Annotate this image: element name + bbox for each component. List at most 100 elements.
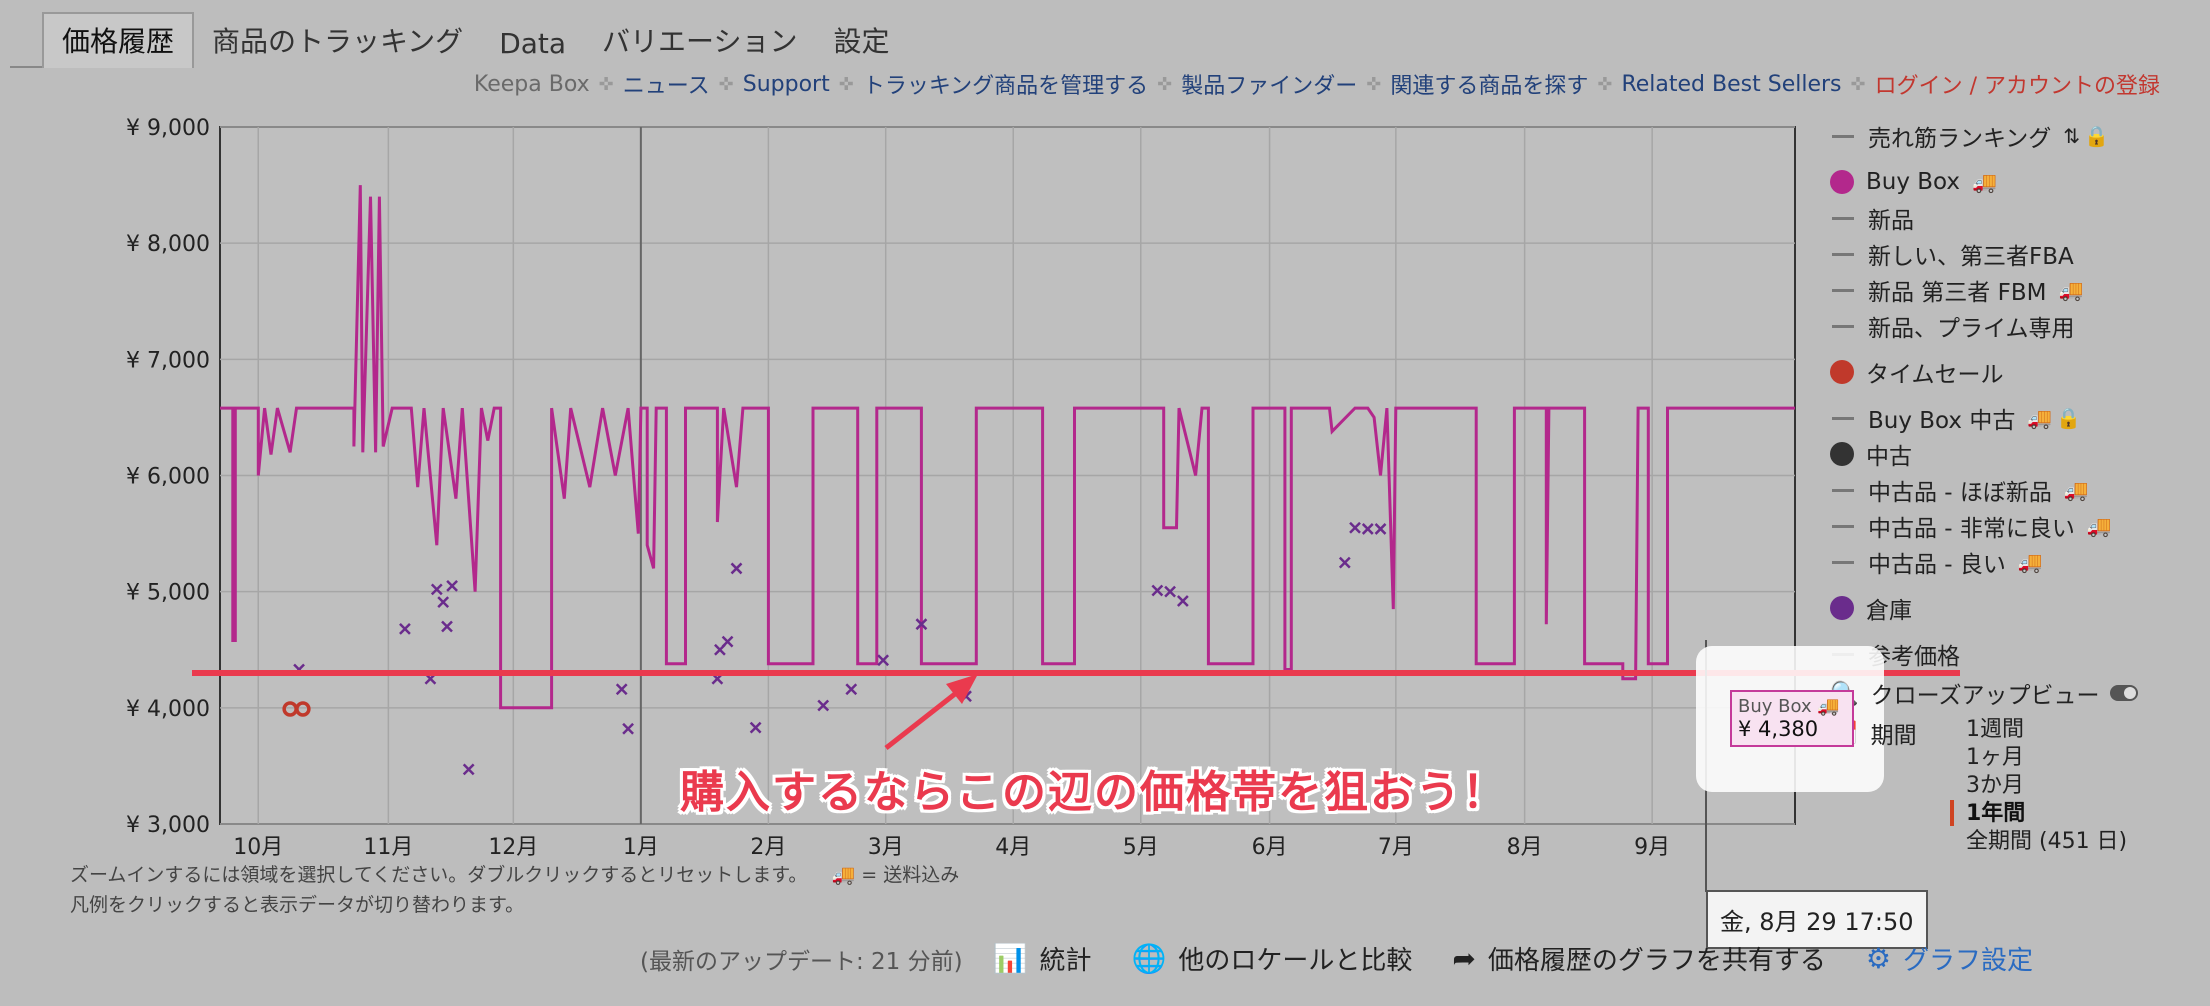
warehouse-point [1151, 584, 1164, 597]
y-tick-label: ¥ 6,000 [126, 465, 210, 490]
graph-settings-button[interactable]: ⚙ グラフ設定 [1866, 940, 2033, 977]
tab-price-history[interactable]: 価格履歴 [42, 12, 195, 68]
legend-line [1832, 252, 1854, 256]
hint-legend: 凡例をクリックすると表示データが切り替わります。 [70, 894, 525, 916]
warehouse-point [817, 699, 830, 712]
legend-label: 売れ筋ランキング [1868, 126, 2052, 152]
period-options: 1週間 1ヶ月 3か月 1年間 全期間 (451 日) [1950, 716, 2128, 856]
y-tick-label: ¥ 3,000 [126, 813, 210, 838]
lock-icon: 🔒 [2056, 406, 2082, 430]
legend-dot [1830, 360, 1854, 384]
legend-label: 中古品 - 良い [1868, 552, 2006, 578]
warehouse-point [1349, 521, 1361, 534]
period-1-month[interactable]: 1ヶ月 [1966, 745, 2024, 770]
share-label: 価格履歴のグラフを共有する [1487, 946, 1826, 976]
warehouse-point [1164, 585, 1176, 598]
bar-chart-icon: 📊 [992, 942, 1028, 975]
tooltip-series: Buy Box [1738, 696, 1812, 717]
legend-line [1832, 524, 1854, 528]
warehouse-point [721, 635, 734, 648]
legend-label: 中古 [1866, 444, 1912, 470]
period-1-week[interactable]: 1週間 [1966, 717, 2024, 742]
share-arrow-icon: ➦ [1452, 942, 1476, 975]
deal-point [295, 701, 311, 717]
tab-variations[interactable]: バリエーション [602, 25, 798, 58]
x-tick-label: 6月 [1252, 835, 1288, 860]
separator-icon: ✜ [1366, 73, 1382, 95]
tab-data[interactable]: Data [499, 27, 567, 60]
legend-item[interactable]: 中古 [1830, 436, 2200, 472]
closeup-toggle[interactable] [2109, 685, 2138, 701]
legend-label: 新品 [1868, 208, 1914, 234]
period-1-year[interactable]: 1年間 [1966, 801, 2026, 826]
tab-bar-edge [10, 22, 42, 68]
legend-item[interactable]: 参考価格 [1830, 636, 2200, 672]
x-tick-label: 1月 [623, 835, 659, 860]
compare-label: 他のロケールと比較 [1178, 946, 1413, 976]
legend-dot [1830, 170, 1854, 194]
y-tick-label: ¥ 7,000 [126, 348, 210, 373]
truck-icon: 🚚 [2063, 478, 2089, 502]
share-graph-button[interactable]: ➦ 価格履歴のグラフを共有する [1452, 940, 1825, 977]
x-tick-label: 5月 [1123, 835, 1159, 860]
tab-product-tracking[interactable]: 商品のトラッキング [212, 25, 464, 58]
x-tick-label: 10月 [233, 835, 283, 860]
warehouse-point [1374, 523, 1387, 535]
x-tick-label: 3月 [868, 835, 904, 860]
lock-icon: 🔒 [2084, 124, 2109, 148]
separator-icon: ✜ [1597, 73, 1613, 95]
link-manage-tracking[interactable]: トラッキング商品を管理する [862, 74, 1149, 99]
link-related-products[interactable]: 関連する商品を探す [1390, 74, 1589, 99]
link-product-finder[interactable]: 製品ファインダー [1181, 74, 1358, 99]
stats-button[interactable]: 📊 統計 [993, 940, 1092, 977]
legend: 売れ筋ランキング ⇅ 🔒 Buy Box 🚚 新品新しい、第三者FBA 新品 第三者 FBM… [1830, 118, 2200, 672]
annotation-arrowhead [946, 674, 978, 704]
hint-zoom: ズームインするには領域を選択してください。ダブルクリックするとリセットします。 [70, 864, 808, 886]
legend-line [1832, 134, 1854, 138]
y-tick-label: ¥ 8,000 [126, 232, 210, 257]
last-update: (最新のアップデート: 21 分前) [640, 948, 963, 975]
truck-icon: 🚚 [1817, 696, 1840, 717]
tab-bar: 価格履歴 商品のトラッキング Data バリエーション 設定 [10, 12, 908, 68]
truck-icon: 🚚 [831, 864, 856, 886]
tab-settings[interactable]: 設定 [833, 25, 890, 58]
compare-locales-button[interactable]: 🌐 他のロケールと比較 [1131, 940, 1412, 977]
legend-item[interactable]: 中古品 - 良い 🚚 [1830, 544, 2200, 580]
legend-line [1832, 488, 1854, 492]
legend-line [1832, 216, 1854, 220]
link-related-best-sellers[interactable]: Related Best Sellers [1621, 71, 1842, 97]
warehouse-point [446, 579, 458, 592]
legend-item[interactable]: 売れ筋ランキング ⇅ 🔒 [1830, 118, 2200, 154]
legend-item[interactable]: 中古品 - ほぼ新品 🚚 [1830, 472, 2200, 508]
closeup-toggle-row[interactable]: 🔍 クローズアップビュー [1830, 676, 2138, 710]
legend-line [1832, 416, 1854, 420]
period-3-months[interactable]: 3か月 [1966, 773, 2024, 798]
y-tick-label: ¥ 5,000 [126, 581, 210, 606]
legend-item[interactable]: タイムセール [1830, 354, 2200, 390]
legend-label: 新しい、第三者FBA [1868, 244, 2074, 270]
legend-item[interactable]: 新しい、第三者FBA [1830, 236, 2200, 272]
period-all[interactable]: 全期間 (451 日) [1966, 829, 2128, 854]
separator-icon: ✜ [1157, 73, 1173, 95]
x-tick-label: 9月 [1634, 835, 1670, 860]
link-login[interactable]: ログイン / アカウントの登録 [1874, 74, 2160, 99]
link-support[interactable]: Support [742, 71, 830, 97]
legend-item[interactable]: Buy Box 中古 🚚 🔒 [1830, 400, 2200, 436]
graph-settings-label: グラフ設定 [1902, 946, 2033, 976]
legend-label: 倉庫 [1866, 598, 1912, 624]
legend-item[interactable]: 中古品 - 非常に良い 🚚 [1830, 508, 2200, 544]
link-news[interactable]: ニュース [622, 74, 710, 99]
warehouse-point [749, 721, 762, 734]
legend-item[interactable]: 新品 第三者 FBM 🚚 [1830, 272, 2200, 308]
link-keepa-box[interactable]: Keepa Box [473, 71, 590, 97]
x-tick-label: 12月 [488, 835, 538, 860]
warehouse-point [1176, 595, 1189, 607]
legend-item[interactable]: 新品、プライム専用 [1830, 308, 2200, 344]
legend-item[interactable]: 倉庫 [1830, 590, 2200, 626]
separator-icon: ✜ [598, 73, 614, 95]
legend-item[interactable]: 新品 [1830, 200, 2200, 236]
legend-item[interactable]: Buy Box 🚚 [1830, 164, 2200, 200]
legend-label: Buy Box 中古 [1868, 408, 2016, 434]
warehouse-point [1338, 556, 1351, 569]
